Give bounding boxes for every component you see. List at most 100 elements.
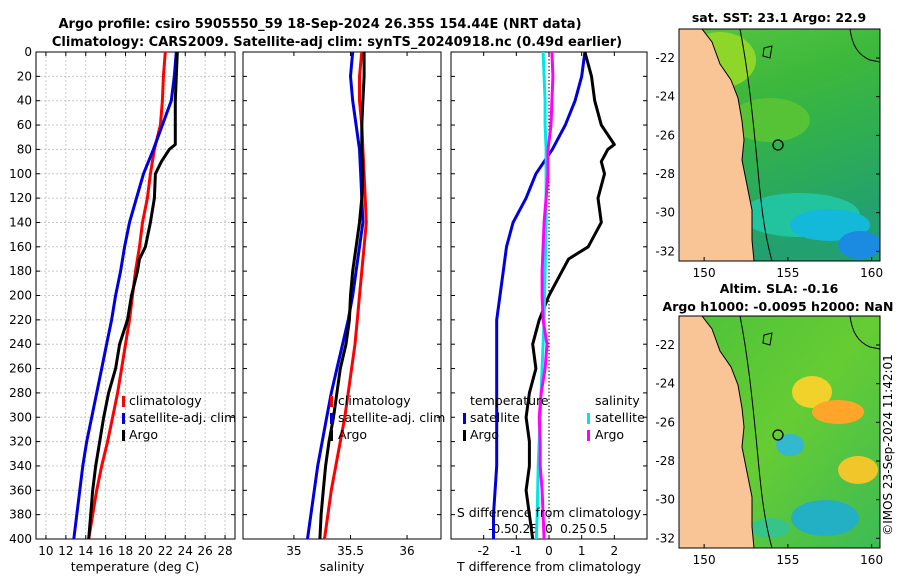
map-lat-tick-label: -26: [655, 415, 675, 429]
legend-label-s-satellite: satellite: [595, 410, 645, 425]
temperature-series: [72, 51, 179, 540]
difference-series: [492, 51, 616, 540]
legend-swatch-s-argo: [587, 430, 590, 441]
legend-label-argo: Argo: [129, 427, 158, 442]
sst-reef-shape: [762, 45, 773, 59]
salinity-xlabel: salinity: [320, 559, 365, 574]
x-tick-label: 2: [611, 544, 619, 558]
depth-tick-label: 220: [9, 313, 32, 327]
legend-swatch-satellite: [122, 413, 125, 424]
salinity-legend: climatology satellite-adj. clim Argo: [330, 393, 445, 442]
x-tick-label: 26: [198, 544, 213, 558]
legend-title-salinity: salinity: [595, 393, 640, 408]
x-tick-label: -2: [478, 544, 490, 558]
map-lat-tick-label: -32: [655, 531, 675, 545]
depth-tick-label: 240: [9, 337, 32, 351]
legend-swatch-argo: [330, 430, 333, 441]
sla-argo-marker: [772, 429, 784, 441]
sst-land: [679, 29, 754, 261]
salinity-tick-labels: 35 35.5 36: [286, 52, 415, 558]
series-line-satellite-adj-clim: [72, 51, 178, 540]
depth-tick-label: 180: [9, 264, 32, 278]
legend-label-satellite: satellite-adj. clim: [129, 410, 236, 425]
salinity-axes-box: [242, 51, 442, 540]
map-lat-tick-label: -26: [655, 128, 675, 142]
sla-high-patch: [792, 376, 832, 408]
salinity-series: [306, 51, 368, 540]
series-line-climatology: [323, 51, 368, 540]
difference-depth-ticks: [451, 51, 647, 540]
series-line-temperature-satellite: [492, 51, 587, 539]
x-tick-label: 22: [158, 544, 173, 558]
legend-swatch-climatology: [122, 396, 125, 407]
series-line-salinity-argo: [537, 51, 555, 540]
map-lat-tick-label: -30: [655, 206, 675, 220]
legend-swatch-t-satellite: [463, 413, 466, 424]
x-tick-label: 12: [58, 544, 73, 558]
x-tick-label: 16: [98, 544, 113, 558]
sst-coastline: [701, 29, 755, 261]
legend-label-climatology: climatology: [129, 393, 202, 408]
x-tick-label: 24: [178, 544, 193, 558]
map-lat-tick-label: -30: [655, 493, 675, 507]
legend-swatch-argo: [122, 430, 125, 441]
t-difference-tick-labels: -2 -1 0 1 2: [478, 52, 618, 558]
legend-swatch-climatology: [330, 396, 333, 407]
x-tick-label: -1: [510, 544, 522, 558]
temperature-grid: [36, 51, 235, 540]
x-tick-label: 14: [78, 544, 93, 558]
series-line-argo: [318, 52, 366, 540]
sla-map-title: Altim. SLA: -0.16: [720, 281, 839, 296]
depth-tick-label: 380: [9, 508, 32, 522]
map-lat-tick-label: -22: [655, 51, 675, 65]
depth-tick-label: 80: [17, 142, 32, 156]
map-lat-tick-label: -28: [655, 454, 675, 468]
x-tick-label: 1: [578, 544, 586, 558]
salinity-panel: 35 35.5 36 salinity climatology satellite-…: [242, 51, 445, 574]
legend-label-satellite: satellite-adj. clim: [338, 410, 445, 425]
sla-low-patch: [776, 434, 804, 456]
s-difference-tick-label: 0.25: [560, 522, 587, 536]
legend-swatch-s-satellite: [587, 413, 590, 424]
legend-swatch-satellite: [330, 413, 333, 424]
temperature-panel: 0 20 40 60 80 100 120 140 160 180 200 220 240 260 280 3…: [9, 45, 236, 574]
s-difference-tick-label: 0.25: [511, 522, 538, 536]
legend-label-t-argo: Argo: [470, 427, 499, 442]
depth-tick-label: 100: [9, 167, 32, 181]
map-lat-tick-label: -22: [655, 338, 675, 352]
sla-mid-patch: [750, 518, 790, 538]
sla-map-panel: Altim. SLA: -0.16 Argo h1000: -0.0095 h2…: [655, 281, 893, 567]
x-tick-label: 35.5: [337, 544, 364, 558]
sla-reef-outline: [849, 316, 880, 350]
depth-tick-label: 0: [24, 45, 32, 59]
sla-highest-patch: [812, 400, 864, 424]
temperature-xlabel: temperature (deg C): [71, 559, 200, 574]
sla-map-ticks: 150 155 160 -22 -24 -26 -28 -30 -32: [655, 338, 883, 567]
map-lon-tick-label: 160: [860, 553, 883, 567]
sst-reef-outline: [849, 29, 880, 63]
figure-title-line1: Argo profile: csiro 5905550_59 18-Sep-20…: [58, 17, 581, 32]
legend-label-t-satellite: satellite: [470, 410, 520, 425]
depth-tick-label: 280: [9, 386, 32, 400]
x-tick-label: 35: [286, 544, 301, 558]
credit-stamp: ©IMOS 23-Sep-2024 11:42:01: [881, 354, 895, 536]
map-lon-tick-label: 150: [693, 553, 716, 567]
legend-title-temperature: temperature: [470, 393, 549, 408]
sla-map-subtitle: Argo h1000: -0.0095 h2000: NaN: [663, 299, 894, 314]
sla-lowest-patch: [791, 500, 859, 536]
sst-map-ticks: 150 155 160 -22 -24 -26 -28 -30 -32: [655, 51, 883, 280]
map-lon-tick-label: 155: [776, 553, 799, 567]
sla-high-patch-south: [838, 456, 878, 484]
depth-tick-label: 200: [9, 289, 32, 303]
series-line-argo: [87, 51, 179, 540]
map-lat-tick-label: -24: [655, 377, 675, 391]
depth-tick-label: 260: [9, 362, 32, 376]
depth-tick-label: 160: [9, 240, 32, 254]
depth-tick-label: 340: [9, 459, 32, 473]
sst-coldest-patch: [838, 231, 880, 259]
depth-tick-label: 140: [9, 215, 32, 229]
sla-reef-shape: [762, 332, 773, 346]
s-difference-tick-label: -0.5: [488, 522, 511, 536]
sst-map-title: sat. SST: 23.1 Argo: 22.9: [692, 10, 866, 25]
